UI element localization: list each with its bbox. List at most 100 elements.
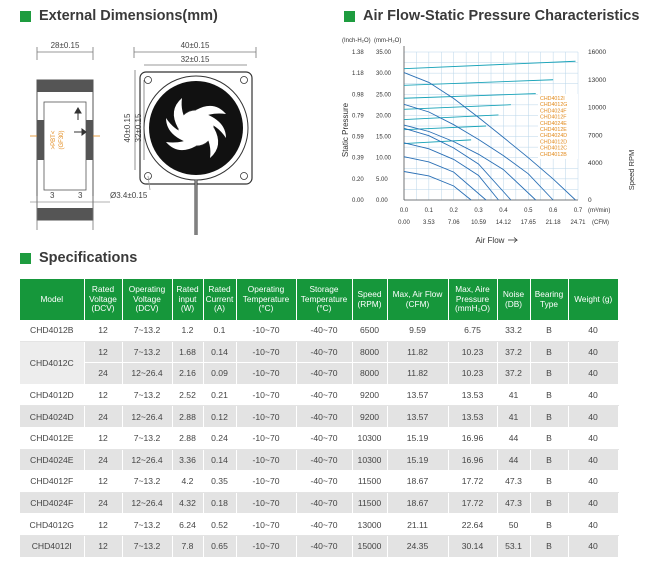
table-cell: B <box>530 513 569 536</box>
table-cell: 53.1 <box>497 535 531 558</box>
table-cell: 37.2 <box>497 362 531 385</box>
table-cell: -40~70 <box>296 341 353 364</box>
table-cell: 15.19 <box>387 427 449 450</box>
table-cell: B <box>530 341 569 364</box>
table-cell: 11500 <box>352 470 388 493</box>
material-label: >PBT< <box>51 130 57 149</box>
table-cell: 12~26.4 <box>122 362 173 385</box>
table-cell: 7~13.2 <box>122 341 173 364</box>
table-cell: -10~70 <box>236 492 297 515</box>
table-cell: 9.59 <box>387 320 449 342</box>
y-tick-mm: 10.00 <box>376 156 392 162</box>
table-cell: 12 <box>84 427 123 450</box>
table-cell: -40~70 <box>296 384 353 407</box>
front-inner-height-label: 32±0.15 <box>134 113 143 142</box>
x-tick-m3: 0.5 <box>524 208 533 214</box>
table-cell: B <box>530 362 569 385</box>
right-axis-label: Speed RPM <box>627 150 636 190</box>
table-cell: B <box>530 449 569 472</box>
table-row: CHD4012I 12 7~13.2 7.8 0.65 -10~70 -40~70 15000… <box>20 535 619 558</box>
specs-title-text: Specifications <box>39 250 138 266</box>
model-cell: CHD4012B <box>20 320 85 342</box>
table-cell: 40 <box>568 535 619 558</box>
table-cell: 24 <box>84 449 123 472</box>
table-cell: 7~13.2 <box>122 384 173 407</box>
table-row: CHD4024F 24 12~26.4 4.32 0.18 -10~70 -40~70 115… <box>20 492 619 515</box>
x-tick-m3: 0.6 <box>549 208 558 214</box>
legend-entry: CHD4024E <box>540 121 567 127</box>
section-marker-icon <box>20 10 31 22</box>
front-width-label: 40±0.15 <box>181 41 210 50</box>
table-cell: 40 <box>568 405 619 428</box>
legend-entry: CHD4012F <box>540 115 567 121</box>
table-cell: 12~26.4 <box>122 405 173 428</box>
table-cell: 11500 <box>352 492 388 515</box>
dimensions-title-text: External Dimensions(mm) <box>39 8 218 24</box>
table-cell: 22.64 <box>448 513 498 536</box>
airflow-title-text: Air Flow-Static Pressure Characteristics <box>363 8 640 24</box>
x-tick-m3: 0.3 <box>474 208 483 214</box>
table-cell: 12~26.4 <box>122 449 173 472</box>
x-tick-cfm: 0.00 <box>398 220 410 226</box>
speed-line-chd4012b <box>403 139 472 145</box>
table-cell: 4.32 <box>172 492 204 515</box>
header-cell: Rated Voltage (DCV) <box>84 279 123 320</box>
x-tick-m3: 0.7 <box>574 208 583 214</box>
table-cell: 2.16 <box>172 362 204 385</box>
model-cell: CHD4024E <box>20 449 85 472</box>
table-cell: 33.2 <box>497 320 531 342</box>
table-cell: 15000 <box>352 535 388 558</box>
y-tick-mm: 25.00 <box>376 92 392 98</box>
table-cell: 40 <box>568 320 619 342</box>
table-row: CHD4012F 12 7~13.2 4.2 0.35 -10~70 -40~70 11500… <box>20 470 619 493</box>
table-cell: 12 <box>84 384 123 407</box>
table-cell: B <box>530 470 569 493</box>
y-tick-inch: 0.00 <box>352 198 364 204</box>
table-cell: 3.36 <box>172 449 204 472</box>
table-cell: 10300 <box>352 449 388 472</box>
rpm-tick: 7000 <box>588 132 603 139</box>
header-cell: Operating Voltage (DCV) <box>122 279 173 320</box>
hole-diameter-label: Ø3.4±0.15 <box>110 191 148 200</box>
table-cell: 12 <box>84 535 123 558</box>
table-cell: 40 <box>568 362 619 385</box>
table-cell: -40~70 <box>296 535 353 558</box>
table-cell: B <box>530 492 569 515</box>
table-cell: 47.3 <box>497 470 531 493</box>
table-cell: 21.11 <box>387 513 449 536</box>
speed-line-chd4012e <box>403 104 511 110</box>
table-cell: 7~13.2 <box>122 320 173 342</box>
table-cell: 7~13.2 <box>122 513 173 536</box>
speed-line-chd4012g <box>403 79 554 86</box>
legend-entry: CHD4024F <box>540 108 567 114</box>
header-cell: Noise (DB) <box>497 279 531 320</box>
table-cell: 7~13.2 <box>122 470 173 493</box>
table-cell: 40 <box>568 427 619 450</box>
airflow-pressure-chart: (Inch-H₂O) (mm-H₂O) 1.38 1.18 0.98 0.79 0.59 0.… <box>341 38 636 245</box>
table-cell: 50 <box>497 513 531 536</box>
table-cell: 41 <box>497 405 531 428</box>
left-unit-label-2: (mm-H₂O) <box>374 38 401 44</box>
model-cell: CHD4012C <box>20 341 85 385</box>
bottom-left-dim: 3 <box>50 191 55 200</box>
header-cell: Weight (g) <box>568 279 618 320</box>
header-cell: Bearing Type <box>530 279 569 320</box>
table-cell: -40~70 <box>296 513 353 536</box>
table-cell: 0.24 <box>203 427 237 450</box>
table-cell: 0.14 <box>203 341 237 364</box>
legend-entry: CHD4012G <box>540 102 567 108</box>
y-tick-mm: 35.00 <box>376 50 392 56</box>
y-tick-inch: 0.20 <box>352 177 364 183</box>
table-header-row: Model Rated Voltage (DCV) Operating Volt… <box>20 279 618 320</box>
table-cell: B <box>530 427 569 450</box>
rpm-tick: 0 <box>588 197 592 204</box>
table-row: CHD4012D 12 7~13.2 2.52 0.21 -10~70 -40~70 9200… <box>20 384 619 407</box>
header-cell: Storage Temperature (°C) <box>296 279 353 320</box>
table-row: CHD4024D 24 12~26.4 2.88 0.12 -10~70 -40~70 920… <box>20 405 619 428</box>
table-row: CHD4012C 12 7~13.2 1.68 0.14 -10~70 -40~70 8000… <box>20 341 619 385</box>
table-cell: 2.88 <box>172 405 204 428</box>
legend-entry: CHD4012C <box>540 146 567 152</box>
table-cell: 24.35 <box>387 535 449 558</box>
table-cell: 0.52 <box>203 513 237 536</box>
x-axis-arrow-icon <box>508 237 519 243</box>
